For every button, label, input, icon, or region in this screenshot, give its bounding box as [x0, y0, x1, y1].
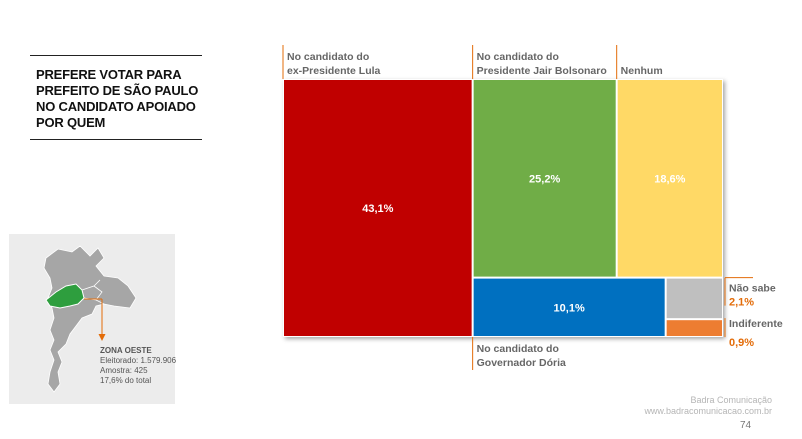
category-label-doria-1: No candidato do	[477, 343, 559, 355]
category-label-nenhum-1: Nenhum	[621, 65, 663, 77]
category-label-nao_sabe: Não sabe	[729, 283, 776, 295]
city-outline-shape	[43, 245, 137, 393]
treemap-cell-bolsonaro	[473, 80, 616, 277]
title-block: PREFERE VOTAR PARA PREFEITO DE SÃO PAULO…	[30, 55, 202, 140]
category-label-bolsonaro-1: No candidato do	[477, 51, 559, 63]
page-number: 74	[740, 420, 752, 431]
value-label-lula: 43,1%	[362, 203, 393, 215]
footer-company: Badra Comunicação	[690, 395, 772, 405]
treemap-cell-nenhum	[617, 80, 722, 277]
title-top-rule	[30, 55, 202, 56]
value-label-indiferente: 0,9%	[729, 337, 754, 349]
title-bottom-rule	[30, 139, 202, 140]
category-label-lula-1: No candidato do	[287, 51, 369, 63]
zone-pointer-arrowhead	[98, 334, 106, 341]
zone-name: ZONA OESTE	[100, 346, 152, 355]
zone-total: 17,6% do total	[100, 376, 152, 385]
value-label-nenhum: 18,6%	[654, 173, 685, 185]
treemap-cell-lula	[284, 80, 472, 336]
page-title: PREFERE VOTAR PARA PREFEITO DE SÃO PAULO…	[36, 67, 199, 130]
treemap-cell-nao_sabe	[666, 278, 722, 319]
category-label-bolsonaro-2: Presidente Jair Bolsonaro	[477, 65, 607, 77]
value-label-bolsonaro: 25,2%	[529, 173, 560, 185]
footer: Badra Comunicação www.badracomunicacao.c…	[644, 395, 772, 417]
category-label-indiferente: Indiferente	[729, 318, 783, 330]
treemap-cell-doria	[473, 278, 665, 336]
category-label-doria-2: Governador Dória	[477, 357, 566, 369]
category-label-lula-2: ex-Presidente Lula	[287, 65, 381, 77]
treemap-cell-indiferente	[666, 320, 722, 336]
zone-info: ZONA OESTE Eleitorado: 1.579.906 Amostra…	[100, 346, 176, 386]
footer-url: www.badracomunicacao.com.br	[644, 406, 772, 416]
value-label-doria: 10,1%	[554, 302, 585, 314]
zone-amostra: Amostra: 425	[100, 366, 148, 375]
value-label-nao_sabe: 2,1%	[729, 297, 754, 309]
zone-eleitorado: Eleitorado: 1.579.906	[100, 356, 177, 365]
